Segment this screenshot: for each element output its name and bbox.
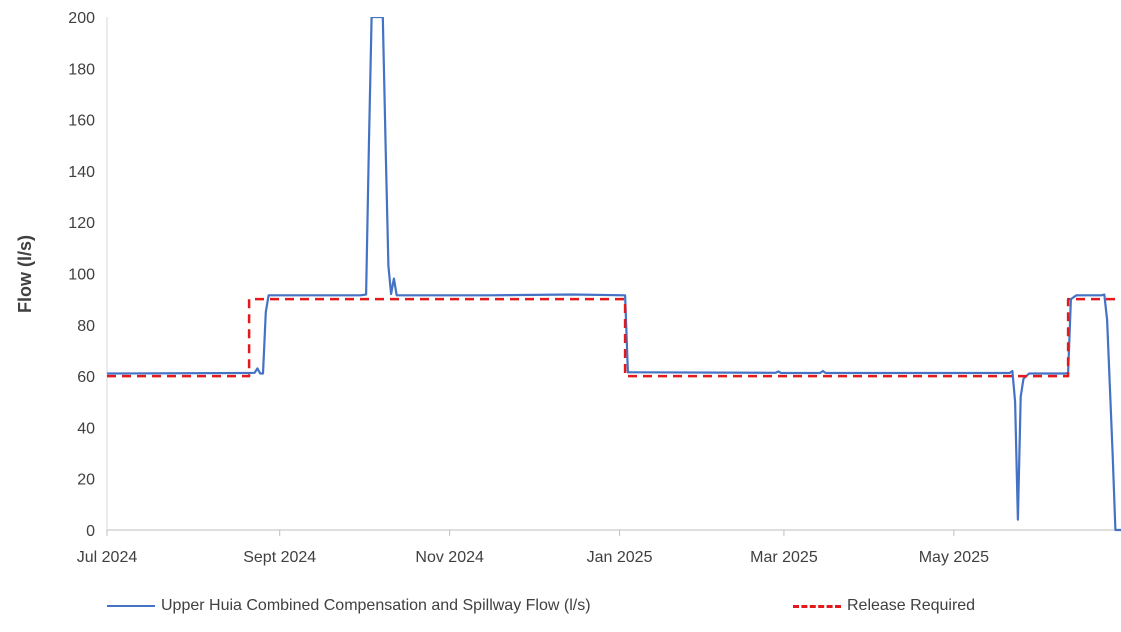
x-tick-label: May 2025 xyxy=(919,549,989,566)
y-axis-label: Flow (l/s) xyxy=(15,235,35,313)
y-tick-label: 40 xyxy=(77,420,95,437)
legend-label-flow: Upper Huia Combined Compensation and Spi… xyxy=(161,597,591,614)
series-line-flow xyxy=(107,17,1121,532)
y-tick-label: 200 xyxy=(68,10,95,27)
y-tick-label: 0 xyxy=(86,523,95,540)
x-tick-label: Mar 2025 xyxy=(750,549,818,566)
y-tick-label: 80 xyxy=(77,318,95,335)
y-tick-label: 60 xyxy=(77,369,95,386)
x-tick-label: Nov 2024 xyxy=(415,549,484,566)
legend-swatch-release xyxy=(793,604,841,608)
y-tick-label: 160 xyxy=(68,113,95,130)
legend-item-flow: Upper Huia Combined Compensation and Spi… xyxy=(107,597,591,615)
series-layer xyxy=(107,17,1121,532)
x-axis-ticks: Jul 2024 Sept 2024 Nov 2024 Jan 2025 Mar 202… xyxy=(77,530,989,566)
x-tick-label: Sept 2024 xyxy=(243,549,316,566)
y-axis-ticks: 0 20 40 60 80 100 120 140 160 180 200 xyxy=(68,10,95,540)
y-tick-label: 180 xyxy=(68,61,95,78)
y-tick-label: 120 xyxy=(68,215,95,232)
legend-label-release: Release Required xyxy=(847,597,976,614)
y-tick-label: 20 xyxy=(77,472,95,489)
legend-swatch-flow xyxy=(107,605,155,607)
series-line-release-required xyxy=(107,297,1121,378)
x-tick-label: Jul 2024 xyxy=(77,549,138,566)
legend: Upper Huia Combined Compensation and Spi… xyxy=(0,597,1121,621)
y-tick-label: 140 xyxy=(68,164,95,181)
legend-item-release: Release Required xyxy=(793,597,975,615)
y-tick-label: 100 xyxy=(68,267,95,284)
x-tick-label: Jan 2025 xyxy=(587,549,653,566)
